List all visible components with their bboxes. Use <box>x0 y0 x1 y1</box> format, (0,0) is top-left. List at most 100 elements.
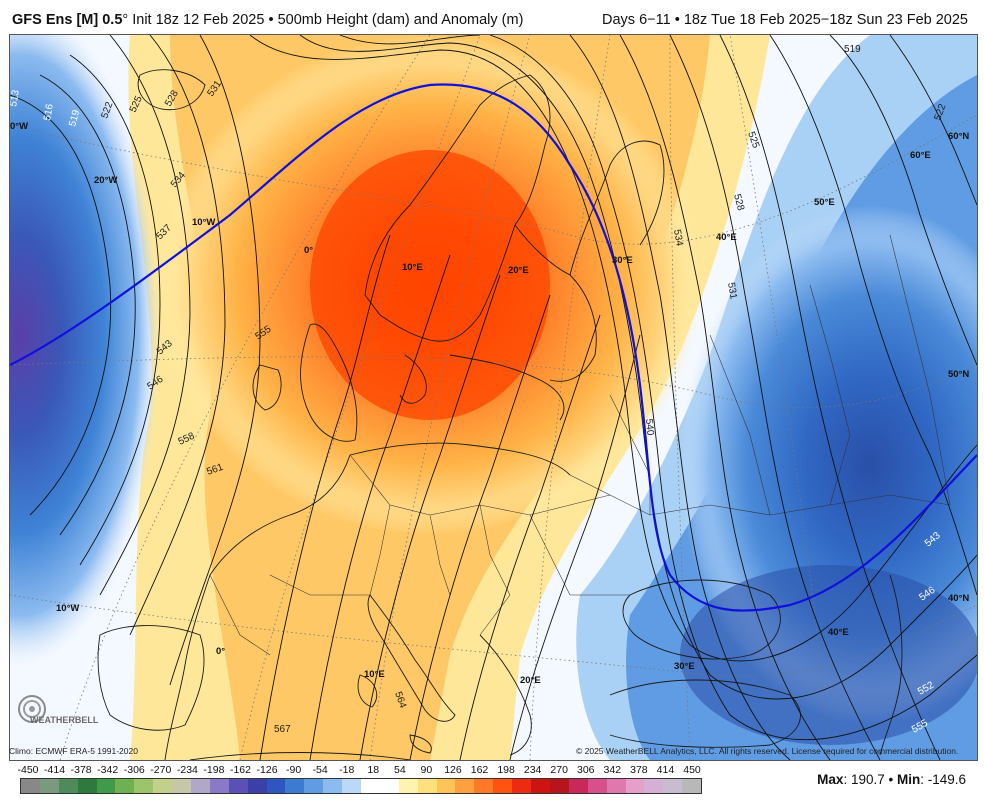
colorbar-swatch <box>58 779 78 793</box>
zero-anomaly-contour <box>10 83 977 612</box>
colorbar-swatch <box>531 779 550 793</box>
valid-range: 18z Tue 18 Feb 2025−18z Sun 23 Feb 2025 <box>683 12 968 28</box>
lon-label: 10°E <box>402 262 423 273</box>
min-label: Min <box>896 772 921 787</box>
lon-label: 0° <box>216 646 225 657</box>
lat-label: 60°N <box>948 131 969 142</box>
max-label: Max <box>817 772 844 787</box>
colorbar-swatch <box>304 779 324 793</box>
colorbar-tick-label: 54 <box>393 764 406 776</box>
contour-label: 567 <box>274 724 291 735</box>
colorbar-swatch <box>21 779 40 793</box>
contour-label: 516 <box>42 103 56 122</box>
colorbar-tick-label: -198 <box>203 764 225 776</box>
swirl-icon <box>18 695 46 723</box>
min-value: : -149.6 <box>920 772 966 787</box>
colorbar-tick-label: -126 <box>256 764 278 776</box>
colorbar-tick-label: 414 <box>656 764 675 776</box>
colorbar-swatch <box>134 779 154 793</box>
lon-label: 20°E <box>508 265 529 276</box>
model-name: GFS Ens [M] 0.5 <box>12 12 123 28</box>
contour-label: 519 <box>844 44 861 55</box>
positive-anomaly-max <box>310 150 550 420</box>
colorbar-swatch <box>228 779 248 793</box>
colorbar-tick-label: 378 <box>630 764 648 776</box>
lat-label: 40°N <box>948 593 969 604</box>
lon-label: 30°E <box>612 255 633 266</box>
lon-label: 20°E <box>520 675 541 686</box>
colorbar-tick-label: 162 <box>470 764 489 776</box>
colorbar-tick-label: -54 <box>312 764 328 776</box>
colorbar-tick-label: 18 <box>367 764 380 776</box>
chart-header: GFS Ens [M] 0.5° Init 18z 12 Feb 2025 • … <box>0 0 984 34</box>
colorbar-labels: -450 -414 -378 -342 -306 -270 -234 -198 -162 -126… <box>0 764 720 776</box>
colorbar-swatch <box>663 779 683 793</box>
colorbar-swatch <box>247 779 267 793</box>
degree-symbol: ° <box>122 12 129 28</box>
map-panel: 513 516 519 522 525 528 531 534 537 540 … <box>9 34 978 761</box>
colorbar-swatch <box>191 779 210 793</box>
country-borders <box>209 234 951 656</box>
field-name: 500mb Height (dam) and Anomaly (m) <box>277 12 524 28</box>
colorbar-tick-label: 90 <box>420 764 433 776</box>
colorbar-tick-label: 234 <box>523 764 542 776</box>
lon-label: 0°W <box>10 121 28 132</box>
copyright-note: © 2025 WeatherBELL Analytics, LLC. All r… <box>576 746 959 756</box>
colorbar-swatch <box>512 779 532 793</box>
negative-anomaly-west <box>10 35 160 665</box>
colorbar-tick-label: 126 <box>444 764 462 776</box>
anomaly-map: 513 516 519 522 525 528 531 534 537 540 … <box>10 35 977 760</box>
colorbar-tick-label: -378 <box>70 764 92 776</box>
colorbar-swatch <box>398 779 418 793</box>
colorbar-tick-label: -234 <box>176 764 198 776</box>
lon-label: 40°E <box>828 627 849 638</box>
colorbar-tick-label: -18 <box>339 764 355 776</box>
stats-separator: • <box>884 772 897 787</box>
contour-label: 528 <box>731 193 746 212</box>
colorbar-swatch <box>323 779 343 793</box>
colorbar-swatch <box>77 779 97 793</box>
colorbar-swatch <box>474 779 494 793</box>
lon-label: 10°W <box>56 603 79 614</box>
colorbar-tick-label: 270 <box>550 764 568 776</box>
colorbar-tick-label: -270 <box>150 764 172 776</box>
height-contours <box>10 35 977 760</box>
title-separator: • <box>268 12 274 28</box>
colorbar-swatch <box>568 779 588 793</box>
colorbar-tick-label: -162 <box>229 764 251 776</box>
valid-period: Days 6−11 • 18z Tue 18 Feb 2025−18z Sun … <box>602 12 968 28</box>
colorbar-tick-label: -90 <box>286 764 302 776</box>
colorbar-swatch <box>342 779 362 793</box>
contour-label: 519 <box>67 108 82 127</box>
colorbar-tick-label: 306 <box>576 764 595 776</box>
lon-label: 40°E <box>716 232 737 243</box>
colorbar-tick-label: 450 <box>683 764 701 776</box>
colorbar-swatch <box>549 779 569 793</box>
colorbar-swatch <box>285 779 305 793</box>
colorbar-swatch <box>682 779 702 793</box>
lon-label: 30°E <box>674 661 695 672</box>
chart-title: GFS Ens [M] 0.5° Init 18z 12 Feb 2025 • … <box>12 12 523 28</box>
lon-label: 10°W <box>192 217 215 228</box>
colorbar-tick-label: 342 <box>603 764 622 776</box>
colorbar-swatch <box>115 779 135 793</box>
colorbar-swatch <box>644 779 664 793</box>
colorbar-swatch <box>436 779 456 793</box>
stats-readout: Max: 190.7 • Min: -149.6 <box>817 772 966 787</box>
contour-label: 540 <box>643 418 655 436</box>
weatherbell-logo: WEATHERBELL <box>18 695 99 725</box>
colorbar-swatch <box>587 779 607 793</box>
coastlines <box>97 69 903 760</box>
lon-label: 10°E <box>364 669 385 680</box>
colorbar-swatch <box>96 779 116 793</box>
colorbar-swatch <box>493 779 513 793</box>
lon-label: 0° <box>304 245 313 256</box>
colorbar-swatch <box>266 779 286 793</box>
contour-label: 531 <box>725 282 739 301</box>
colorbar <box>20 778 702 794</box>
colorbar-tick-label: -450 <box>17 764 39 776</box>
valid-separator: • <box>674 12 680 28</box>
days-range: Days 6−11 <box>602 12 671 28</box>
logo-text: WEATHERBELL <box>30 715 99 725</box>
lon-label: 50°E <box>814 197 835 208</box>
